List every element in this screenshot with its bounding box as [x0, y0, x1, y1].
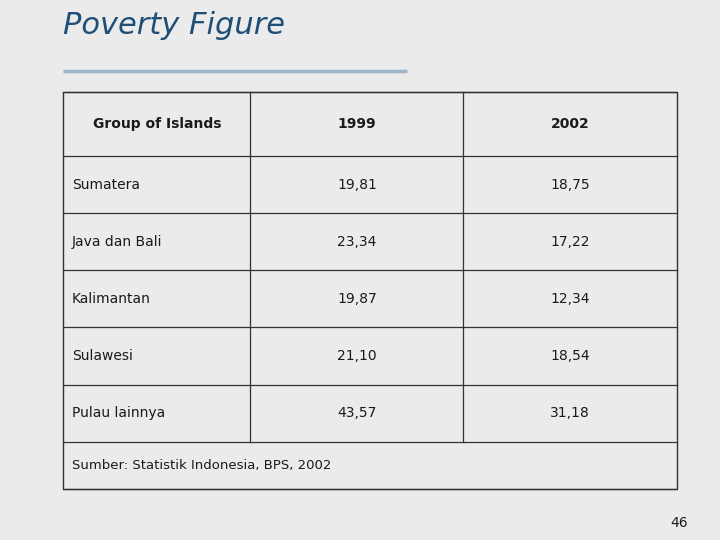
Text: 31,18: 31,18	[550, 406, 590, 420]
Text: 17,22: 17,22	[550, 235, 590, 249]
Text: 21,10: 21,10	[337, 349, 377, 363]
Text: Kalimantan: Kalimantan	[72, 292, 151, 306]
Text: 18,75: 18,75	[550, 178, 590, 192]
Text: 46: 46	[670, 516, 688, 530]
Text: 12,34: 12,34	[550, 292, 590, 306]
Text: Pulau lainnya: Pulau lainnya	[72, 406, 166, 420]
Text: 18,54: 18,54	[550, 349, 590, 363]
Text: 1999: 1999	[338, 117, 377, 131]
Text: 43,57: 43,57	[337, 406, 377, 420]
Text: 19,87: 19,87	[337, 292, 377, 306]
Text: 2002: 2002	[551, 117, 590, 131]
Text: Sulawesi: Sulawesi	[72, 349, 133, 363]
Text: Group of Islands: Group of Islands	[93, 117, 221, 131]
Text: Sumber: Statistik Indonesia, BPS, 2002: Sumber: Statistik Indonesia, BPS, 2002	[72, 458, 331, 471]
Text: Sumatera: Sumatera	[72, 178, 140, 192]
Text: 19,81: 19,81	[337, 178, 377, 192]
Text: Java dan Bali: Java dan Bali	[72, 235, 163, 249]
Text: Poverty Figure: Poverty Figure	[63, 11, 285, 40]
FancyBboxPatch shape	[63, 92, 677, 489]
Text: 23,34: 23,34	[337, 235, 377, 249]
